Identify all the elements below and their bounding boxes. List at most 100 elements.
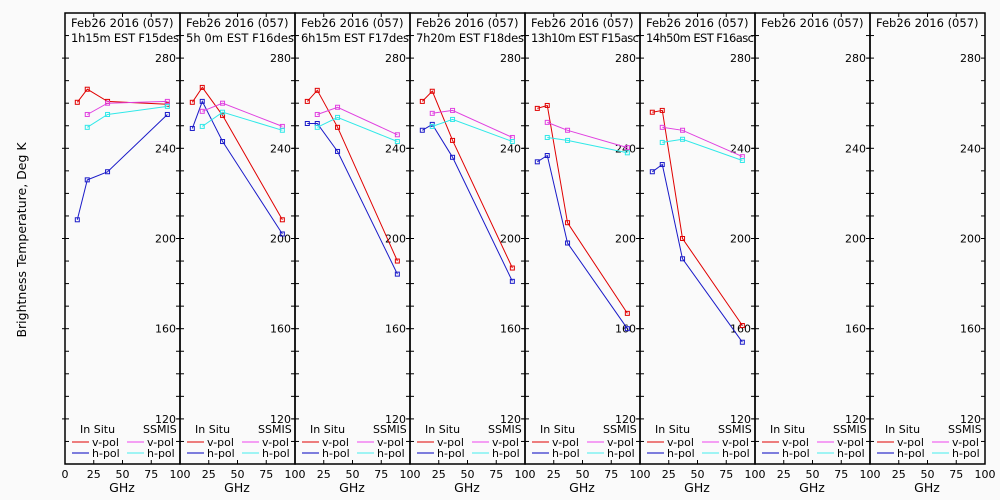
legend-header-insitu: In Situ <box>655 423 690 436</box>
y-tick-label: 160 <box>270 323 291 336</box>
legend-header-ssmis: SSMIS <box>143 423 177 436</box>
x-tick-label: 75 <box>834 468 848 481</box>
legend-label: v-pol <box>607 436 634 449</box>
data-point-insitu-h <box>419 127 425 133</box>
series-line-insitu-v <box>421 90 513 269</box>
x-tick-label: 50 <box>116 468 130 481</box>
data-point-ssmis-v <box>450 107 456 113</box>
data-point-ssmis-h <box>220 109 226 115</box>
y-tick-label: 240 <box>500 142 521 155</box>
series-line-insitu-h <box>652 163 743 343</box>
y-tick-label: 240 <box>845 142 866 155</box>
data-point-ssmis-v <box>164 98 170 104</box>
y-tick-label: 280 <box>615 52 636 65</box>
data-point-insitu-v <box>304 98 310 104</box>
data-point-ssmis-h <box>659 139 665 145</box>
legend-label: h-pol <box>552 447 580 460</box>
data-point-insitu-h <box>199 98 205 104</box>
panel-title-date: Feb26 2016 (057) <box>646 16 749 30</box>
legend-label: h-pol <box>952 447 980 460</box>
legend-label: h-pol <box>837 447 865 460</box>
x-tick-label: 100 <box>630 468 651 481</box>
data-point-insitu-v <box>335 124 341 130</box>
data-point-ssmis-v <box>84 111 90 117</box>
data-point-ssmis-v <box>624 145 630 151</box>
y-tick-label: 160 <box>845 323 866 336</box>
data-point-insitu-h <box>534 159 540 165</box>
y-tick-label: 120 <box>500 413 521 426</box>
panel-title-date: Feb26 2016 (057) <box>761 16 864 30</box>
panel-8: 120 160 200 240 280 25 50 75 100 GHz Feb26 2016 (0… <box>867 12 996 495</box>
legend-header-insitu: In Situ <box>540 423 575 436</box>
series-line-ssmis-h <box>547 137 628 154</box>
series-line-insitu-h <box>422 123 513 282</box>
data-point-insitu-v <box>419 98 425 104</box>
data-point-ssmis-v <box>680 127 686 133</box>
y-tick-label: 120 <box>960 413 981 426</box>
legend-label: h-pol <box>667 447 695 460</box>
y-tick-label: 120 <box>385 413 406 426</box>
legend-label: h-pol <box>782 447 810 460</box>
data-point-insitu-v <box>394 258 400 264</box>
y-tick-label: 200 <box>500 233 521 246</box>
x-axis-label: GHz <box>454 480 480 495</box>
legend-header-insitu: In Situ <box>310 423 345 436</box>
x-axis-label: GHz <box>914 480 940 495</box>
data-point-insitu-v <box>680 236 686 241</box>
series-line-insitu-v <box>537 104 628 314</box>
data-point-insitu-h <box>450 154 456 160</box>
data-point-insitu-h <box>304 120 310 126</box>
series-line-insitu-v <box>652 109 743 326</box>
panel-7: 120 160 200 240 280 25 50 75 100 GHz Feb26 2016 (0… <box>752 12 881 495</box>
data-point-insitu-v <box>279 217 285 223</box>
x-tick-label: 100 <box>860 468 881 481</box>
x-tick-label: 25 <box>777 468 791 481</box>
panel-2: 120 160 200 240 280 25 50 75 100 GHz Feb26 2016 (0… <box>177 12 306 495</box>
panel-title-time: 6h15m EST F17des <box>301 31 409 45</box>
data-point-insitu-h <box>509 278 515 284</box>
series-line-insitu-h <box>537 154 628 329</box>
y-tick-label: 280 <box>155 52 176 65</box>
data-point-insitu-v <box>314 87 320 93</box>
x-tick-label: 25 <box>202 468 216 481</box>
panel-4: 120 160 200 240 280 25 50 75 100 GHz Feb26 2016 (0… <box>407 12 536 495</box>
x-tick-label: 50 <box>921 468 935 481</box>
series-line-ssmis-h <box>87 105 168 128</box>
data-point-ssmis-h <box>164 103 170 109</box>
data-point-insitu-h <box>544 153 550 159</box>
data-point-ssmis-h <box>509 139 515 145</box>
series-line-ssmis-v <box>87 100 168 115</box>
y-tick-label: 120 <box>730 413 751 426</box>
data-point-insitu-v <box>739 323 745 329</box>
y-tick-label: 240 <box>730 142 751 155</box>
legend-label: v-pol <box>782 436 809 449</box>
data-point-insitu-v <box>189 99 195 105</box>
x-tick-label: 100 <box>170 468 191 481</box>
data-point-ssmis-h <box>624 150 630 156</box>
y-tick-label: 120 <box>615 413 636 426</box>
legend-label: v-pol <box>147 436 174 449</box>
panel-title-date: Feb26 2016 (057) <box>416 16 519 30</box>
panel-title-time: 14h50m EST F16asc <box>646 31 754 45</box>
x-axis-label: GHz <box>339 480 365 495</box>
data-point-ssmis-h <box>394 139 400 145</box>
data-point-insitu-v <box>220 112 226 118</box>
data-point-ssmis-h <box>279 127 285 133</box>
y-tick-label: 280 <box>270 52 291 65</box>
data-point-ssmis-v <box>335 104 341 110</box>
data-point-insitu-v <box>544 102 550 108</box>
y-axis-label: Brightness Temperature, Deg K <box>14 142 29 338</box>
data-point-insitu-v <box>450 137 456 143</box>
data-point-insitu-h <box>189 125 195 131</box>
x-tick-label: 100 <box>975 468 996 481</box>
x-tick-label: 75 <box>604 468 618 481</box>
series-line-ssmis-h <box>662 138 743 161</box>
data-point-insitu-h <box>220 139 226 145</box>
legend-label: v-pol <box>262 436 289 449</box>
panel-title-time: 7h20m EST F18des <box>416 31 524 45</box>
y-tick-label: 200 <box>730 233 751 246</box>
y-tick-label: 200 <box>155 233 176 246</box>
